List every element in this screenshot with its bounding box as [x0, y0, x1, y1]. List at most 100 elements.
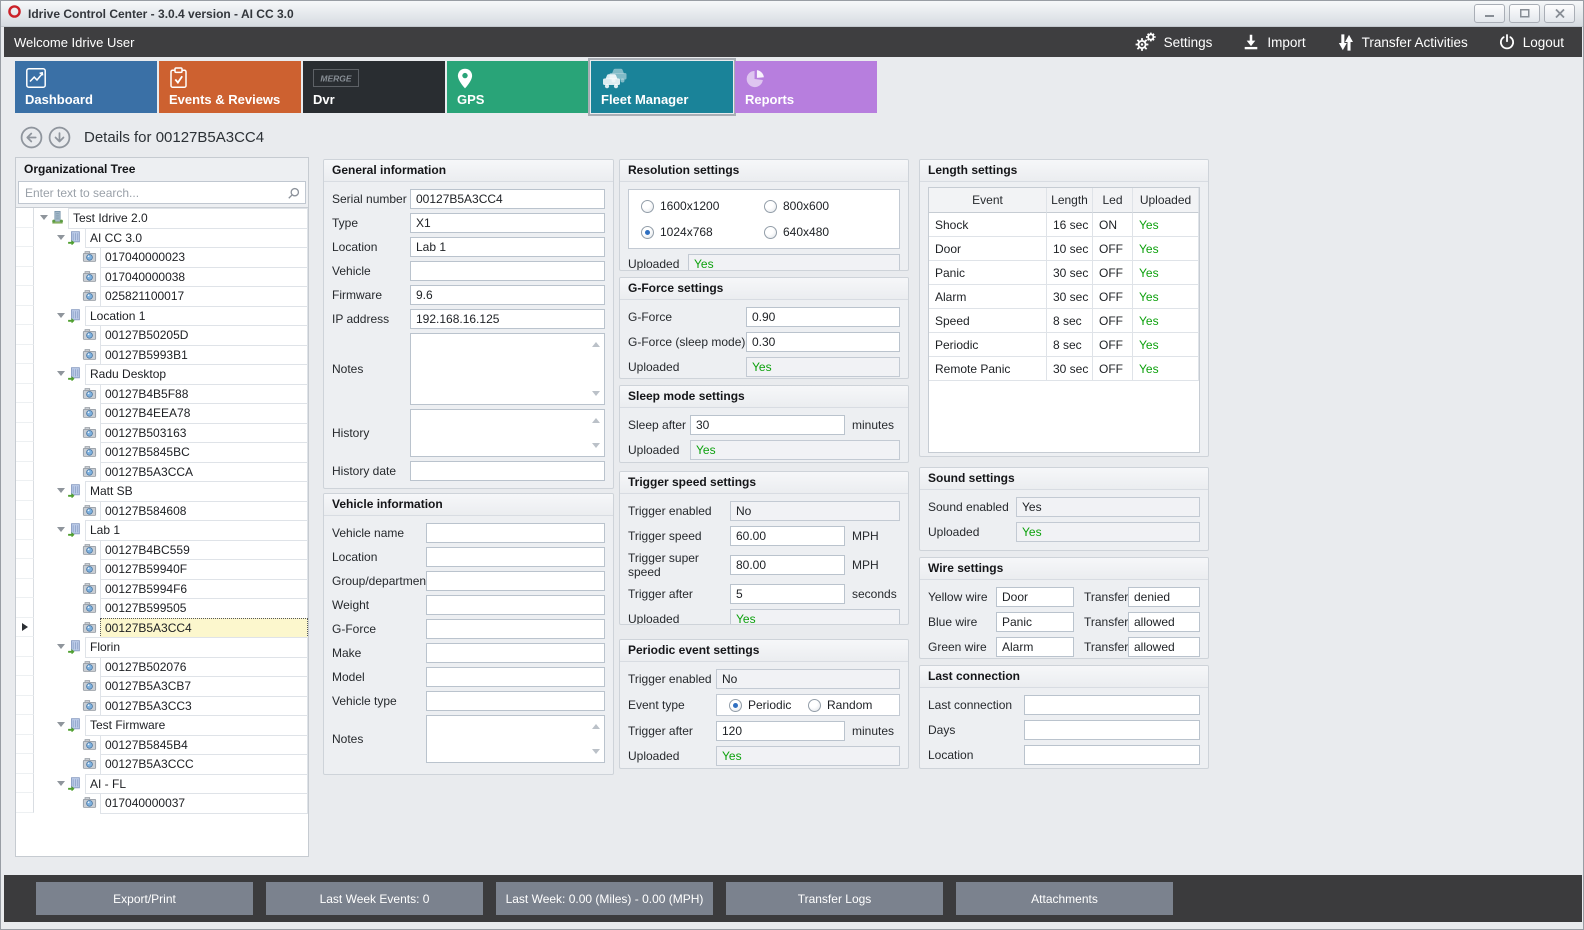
tree-node-label[interactable]: 00127B5845BC — [100, 442, 308, 463]
tree-node-label[interactable]: 00127B5A3CC4 — [100, 617, 308, 638]
tree-node-label[interactable]: 00127B599505 — [100, 598, 308, 619]
minimize-button[interactable] — [1474, 4, 1505, 23]
last-week-button[interactable]: Last Week: 0.00 (Miles) - 0.00 (MPH) — [496, 882, 713, 915]
logout-button[interactable]: Logout — [1498, 33, 1564, 51]
tree-node-label[interactable]: 00127B5A3CB7 — [100, 676, 308, 697]
transfer-logs-button[interactable]: Transfer Logs — [726, 882, 943, 915]
text-input[interactable] — [746, 307, 900, 327]
tree-node-label[interactable]: Test Firmware — [85, 715, 308, 736]
expander-icon[interactable] — [38, 211, 50, 224]
text-input[interactable] — [426, 547, 605, 567]
tree-node-label[interactable]: 00127B50205D — [100, 325, 308, 346]
tab-reports[interactable]: Reports — [735, 61, 877, 113]
expander-icon[interactable] — [55, 231, 67, 244]
text-input[interactable] — [1128, 587, 1200, 607]
text-input[interactable] — [730, 584, 845, 604]
tree-node-label[interactable]: Florin — [85, 637, 308, 658]
text-input[interactable] — [746, 332, 900, 352]
tree-node-label[interactable]: 00127B5845B4 — [100, 734, 308, 755]
tree-node-label[interactable]: 025821100017 — [100, 286, 308, 307]
attachments-button[interactable]: Attachments — [956, 882, 1173, 915]
radio-option[interactable]: 1024x768 — [641, 225, 764, 239]
text-input[interactable] — [410, 189, 605, 209]
radio-icon[interactable] — [641, 199, 654, 213]
tree-node-label[interactable]: 00127B4EEA78 — [100, 403, 308, 424]
expander-icon[interactable] — [55, 777, 67, 790]
tree-node-label[interactable]: 00127B5A3CC3 — [100, 695, 308, 716]
radio-icon[interactable] — [764, 225, 777, 239]
scroll-down-button[interactable] — [47, 125, 71, 149]
tab-dvr[interactable]: MERGE Dvr — [303, 61, 445, 113]
back-button[interactable] — [19, 125, 43, 149]
radio-selected-icon[interactable] — [641, 225, 654, 239]
search-input[interactable] — [18, 181, 306, 204]
expander-icon[interactable] — [55, 484, 67, 497]
notes-textarea[interactable] — [426, 715, 605, 763]
tree-node-label[interactable]: Radu Desktop — [85, 364, 308, 385]
tree-node-label[interactable]: Location 1 — [85, 305, 308, 326]
text-input[interactable] — [996, 637, 1074, 657]
expander-icon[interactable] — [55, 718, 67, 731]
import-button[interactable]: Import — [1242, 33, 1306, 51]
tab-fleet-manager[interactable]: Fleet Manager — [588, 58, 736, 116]
text-input[interactable] — [996, 587, 1074, 607]
tree-node-label[interactable]: 00127B5A3CCA — [100, 461, 308, 482]
text-input[interactable] — [1024, 695, 1200, 715]
tree-node-label[interactable]: Lab 1 — [85, 520, 308, 541]
transfer-activities-button[interactable]: Transfer Activities — [1336, 33, 1468, 52]
tree-node-label[interactable]: 00127B503163 — [100, 422, 308, 443]
expander-icon[interactable] — [55, 367, 67, 380]
text-input[interactable] — [730, 555, 845, 575]
text-input[interactable] — [996, 612, 1074, 632]
tree-node-label[interactable]: 00127B4B5F88 — [100, 383, 308, 404]
text-input[interactable] — [690, 415, 845, 435]
tree-node-label[interactable]: 017040000037 — [100, 793, 308, 814]
notes-textarea[interactable] — [410, 409, 605, 457]
tree-node-label[interactable]: 017040000023 — [100, 247, 308, 268]
tree-node-label[interactable]: 00127B5994F6 — [100, 578, 308, 599]
text-input[interactable] — [716, 721, 845, 741]
radio-option[interactable]: Random — [808, 698, 887, 712]
tree-node-label[interactable]: 00127B4BC559 — [100, 539, 308, 560]
text-input[interactable] — [426, 643, 605, 663]
text-input[interactable] — [426, 595, 605, 615]
text-input[interactable] — [1024, 720, 1200, 740]
tab-dashboard[interactable]: Dashboard — [15, 61, 157, 113]
text-input[interactable] — [410, 461, 605, 481]
tree-node-label[interactable]: 00127B59940F — [100, 559, 308, 580]
radio-option[interactable]: 640x480 — [764, 225, 887, 239]
text-input[interactable] — [410, 237, 605, 257]
radio-option[interactable]: 800x600 — [764, 199, 887, 213]
text-input[interactable] — [1128, 637, 1200, 657]
expander-icon[interactable] — [55, 640, 67, 653]
tree-node-label[interactable]: 00127B584608 — [100, 500, 308, 521]
radio-option[interactable]: Periodic — [729, 698, 808, 712]
last-week-events-button[interactable]: Last Week Events: 0 — [266, 882, 483, 915]
maximize-button[interactable] — [1509, 4, 1540, 23]
text-input[interactable] — [410, 213, 605, 233]
text-input[interactable] — [1024, 745, 1200, 765]
tree-node-label[interactable]: Test Idrive 2.0 — [68, 208, 308, 229]
expander-icon[interactable] — [55, 523, 67, 536]
text-input[interactable] — [426, 667, 605, 687]
text-input[interactable] — [410, 261, 605, 281]
tab-events-reviews[interactable]: Events & Reviews — [159, 61, 301, 113]
radio-icon[interactable] — [764, 199, 777, 213]
radio-icon[interactable] — [808, 698, 821, 712]
text-input[interactable] — [410, 309, 605, 329]
tree-node-label[interactable]: AI CC 3.0 — [85, 227, 308, 248]
radio-selected-icon[interactable] — [729, 698, 742, 712]
text-input[interactable] — [410, 285, 605, 305]
notes-textarea[interactable] — [410, 333, 605, 405]
tree-node-label[interactable]: 00127B5993B1 — [100, 344, 308, 365]
close-button[interactable] — [1544, 4, 1575, 23]
text-input[interactable] — [426, 619, 605, 639]
tree-node-label[interactable]: 00127B5A3CCC — [100, 754, 308, 775]
tree-node-label[interactable]: Matt SB — [85, 481, 308, 502]
tree-node-label[interactable]: 00127B502076 — [100, 656, 308, 677]
tree-node-label[interactable]: 017040000038 — [100, 266, 308, 287]
tab-gps[interactable]: GPS — [447, 61, 589, 113]
text-input[interactable] — [730, 526, 845, 546]
settings-button[interactable]: Settings — [1133, 31, 1212, 53]
text-input[interactable] — [426, 571, 605, 591]
